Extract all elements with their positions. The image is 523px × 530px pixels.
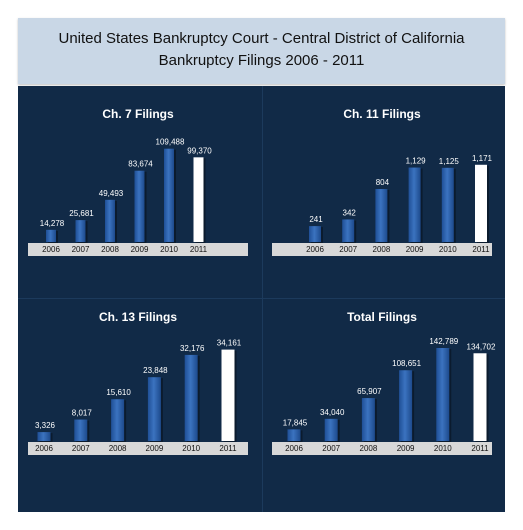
total-filings-tick-label: 2009: [397, 444, 415, 453]
ch-7-filings-tick-label: 2011: [190, 245, 208, 254]
ch-7-filings-tick-label: 2007: [72, 245, 90, 254]
ch-11-filings-value-label: 342: [343, 208, 357, 217]
ch-11-filings-value-label: 1,125: [439, 157, 460, 166]
ch-13-filings-bar-2011: [221, 349, 235, 441]
panel-divider-vertical: [262, 86, 263, 512]
chart-total: Total Filings 17,845 2006 34,040 2007 65,907 2…: [272, 310, 496, 455]
chart-ch13: Ch. 13 Filings 3,326 2006 8,017 2007 15,610 20…: [28, 310, 248, 455]
ch-11-filings-tick-label: 2007: [339, 245, 357, 254]
ch-7-filings-value-label: 99,370: [187, 146, 212, 155]
ch-7-filings-bar-2008: [105, 199, 115, 242]
total-filings-tick-label: 2008: [360, 444, 378, 453]
ch-13-filings-value-label: 3,326: [35, 421, 56, 430]
total-filings-value-label: 108,651: [392, 359, 421, 368]
ch-7-filings-value-label: 109,488: [156, 138, 185, 147]
ch-7-filings-value-label: 83,674: [128, 160, 153, 169]
ch-7-filings-axis-strip: [28, 243, 248, 256]
ch-11-filings-value-label: 241: [309, 215, 323, 224]
total-filings-value-label: 17,845: [283, 418, 308, 427]
total-filings-tick-label: 2011: [471, 444, 489, 453]
panel-divider-horizontal: [18, 298, 505, 299]
total-filings-tick-label: 2007: [322, 444, 340, 453]
ch-7-filings-bar-2010: [164, 148, 174, 242]
ch-11-filings-bar-2011: [475, 164, 487, 242]
total-filings-bar-2010: [436, 347, 450, 441]
total-filings-axis-strip: [272, 442, 492, 455]
ch-7-filings-bar-2009: [134, 170, 145, 242]
ch-13-filings-title: Ch. 13 Filings: [99, 310, 177, 324]
total-filings-bar-2007: [324, 418, 338, 441]
ch-13-filings-tick-label: 2006: [35, 444, 53, 453]
ch-11-filings-tick-label: 2011: [472, 245, 490, 254]
ch-13-filings-axis-strip: [28, 442, 248, 455]
ch-7-filings-bar-2007: [75, 220, 86, 242]
ch-7-filings-bar-2011: [193, 157, 204, 242]
ch-13-filings-bar-2008: [111, 399, 125, 441]
chart-header: United States Bankruptcy Court - Central…: [18, 18, 505, 84]
ch-11-filings-value-label: 1,129: [406, 157, 427, 166]
ch-13-filings-tick-label: 2008: [109, 444, 127, 453]
ch-11-filings-bar-2010: [441, 167, 454, 242]
ch-11-filings-bar-2008: [375, 188, 388, 242]
ch-11-filings-axis-strip: [272, 243, 492, 256]
ch-13-filings-bar-2010: [184, 354, 198, 441]
chart-ch7: Ch. 7 Filings 14,278 2006 25,681 2007 49,493 2…: [28, 107, 248, 256]
ch-13-filings-value-label: 8,017: [72, 409, 93, 418]
total-filings-value-label: 34,040: [320, 408, 345, 417]
header-title: United States Bankruptcy Court - Central…: [58, 30, 465, 47]
ch-7-filings-tick-label: 2008: [101, 245, 119, 254]
ch-13-filings-value-label: 32,176: [180, 344, 205, 353]
ch-7-filings-tick-label: 2009: [131, 245, 149, 254]
ch-11-filings-tick-label: 2009: [406, 245, 424, 254]
ch-11-filings-tick-label: 2010: [439, 245, 457, 254]
ch-13-filings-tick-label: 2009: [146, 444, 164, 453]
total-filings-tick-label: 2010: [434, 444, 452, 453]
ch-13-filings-bar-2007: [74, 419, 88, 441]
ch-13-filings-tick-label: 2007: [72, 444, 90, 453]
total-filings-bar-2009: [399, 370, 413, 441]
ch-13-filings-bar-2006: [37, 432, 51, 441]
ch-11-filings-value-label: 1,171: [472, 154, 493, 163]
total-filings-tick-label: 2006: [285, 444, 303, 453]
ch-11-filings-value-label: 804: [376, 178, 390, 187]
ch-7-filings-value-label: 49,493: [99, 189, 124, 198]
ch-13-filings-tick-label: 2011: [219, 444, 237, 453]
total-filings-bar-2011: [473, 353, 487, 441]
ch-11-filings-title: Ch. 11 Filings: [343, 107, 421, 121]
ch-11-filings-bar-2009: [408, 167, 421, 242]
ch-11-filings-bar-2007: [342, 219, 355, 242]
ch-7-filings-value-label: 14,278: [40, 219, 65, 228]
ch-11-filings-bar-2006: [309, 226, 321, 242]
ch-7-filings-title: Ch. 7 Filings: [102, 107, 174, 121]
ch-7-filings-tick-label: 2006: [42, 245, 60, 254]
total-filings-value-label: 134,702: [467, 342, 496, 351]
total-filings-bar-2008: [361, 398, 375, 441]
ch-11-filings-tick-label: 2006: [306, 245, 324, 254]
total-filings-value-label: 65,907: [357, 387, 382, 396]
total-filings-title: Total Filings: [347, 310, 417, 324]
ch-11-filings-tick-label: 2008: [373, 245, 391, 254]
total-filings-value-label: 142,789: [429, 337, 458, 346]
ch-13-filings-tick-label: 2010: [182, 444, 200, 453]
ch-13-filings-value-label: 23,848: [143, 366, 168, 375]
ch-13-filings-value-label: 15,610: [106, 388, 131, 397]
header-subtitle: Bankruptcy Filings 2006 - 2011: [158, 52, 365, 69]
ch-7-filings-tick-label: 2010: [160, 245, 178, 254]
charts-panel: [18, 86, 505, 512]
ch-13-filings-bar-2009: [147, 377, 161, 441]
ch-7-filings-bar-2006: [46, 229, 56, 242]
ch-13-filings-value-label: 34,161: [217, 339, 242, 348]
chart-ch11: Ch. 11 Filings 241 2006 342 2007 804 2008 1,129…: [272, 107, 493, 256]
ch-7-filings-value-label: 25,681: [69, 209, 94, 218]
total-filings-bar-2006: [287, 429, 301, 441]
